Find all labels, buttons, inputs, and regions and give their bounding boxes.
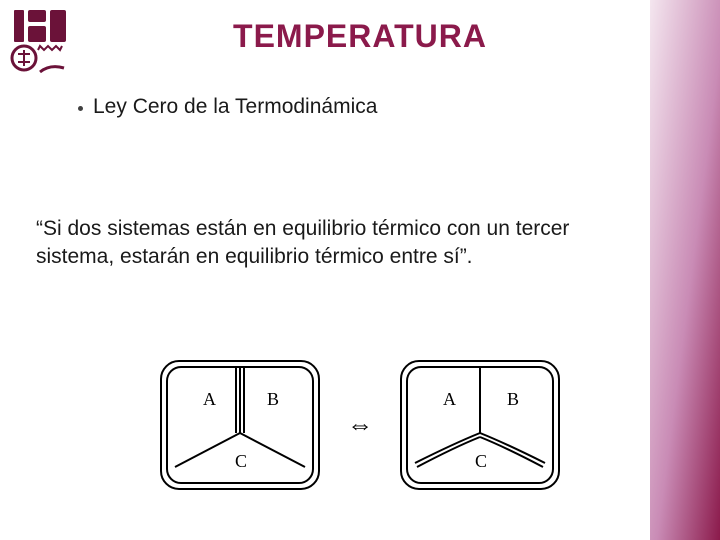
- diagram-right-label-c: C: [475, 451, 487, 471]
- side-gradient-bar: [650, 0, 720, 540]
- diagram-right-label-a: A: [443, 389, 456, 409]
- diagram-left-label-a: A: [203, 389, 216, 409]
- body-paragraph: “Si dos sistemas están en equilibrio tér…: [36, 215, 590, 272]
- diagram-left-label-c: C: [235, 451, 247, 471]
- diagram-right-box: A B C: [395, 355, 565, 495]
- diagram: A B C ⇔ A B C: [100, 350, 620, 500]
- equivalence-symbol: ⇔: [347, 410, 373, 440]
- bullet-text: Ley Cero de la Termodinámica: [93, 95, 377, 119]
- slide: TEMPERATURA Ley Cero de la Termodinámica…: [0, 0, 720, 540]
- diagram-right-label-b: B: [507, 389, 519, 409]
- diagram-left-box: A B C: [155, 355, 325, 495]
- slide-title: TEMPERATURA: [0, 18, 720, 55]
- diagram-left-label-b: B: [267, 389, 279, 409]
- bullet-dot-icon: [78, 106, 83, 111]
- bullet-item: Ley Cero de la Termodinámica: [78, 95, 377, 119]
